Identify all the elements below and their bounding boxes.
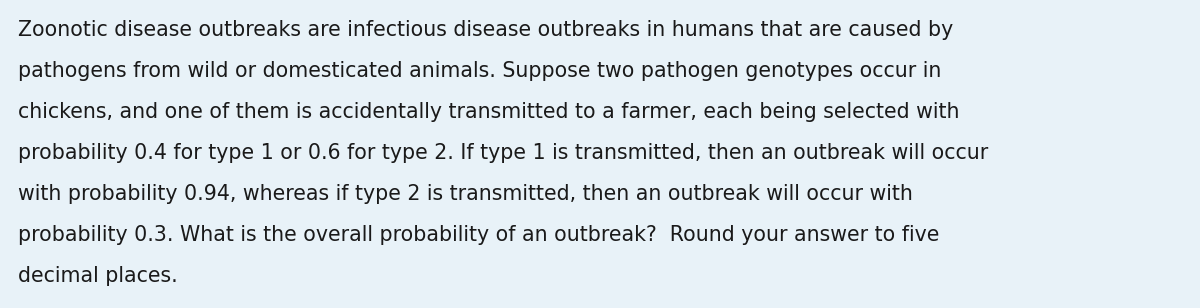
Text: with probability 0.94, whereas if type 2 is transmitted, then an outbreak will o: with probability 0.94, whereas if type 2… <box>18 184 913 204</box>
Text: probability 0.3. What is the overall probability of an outbreak?  Round your ans: probability 0.3. What is the overall pro… <box>18 225 940 245</box>
Text: Zoonotic disease outbreaks are infectious disease outbreaks in humans that are c: Zoonotic disease outbreaks are infectiou… <box>18 20 953 40</box>
Text: chickens, and one of them is accidentally transmitted to a farmer, each being se: chickens, and one of them is accidentall… <box>18 102 960 122</box>
Text: pathogens from wild or domesticated animals. Suppose two pathogen genotypes occu: pathogens from wild or domesticated anim… <box>18 61 941 81</box>
Text: decimal places.: decimal places. <box>18 266 178 286</box>
Text: probability 0.4 for type 1 or 0.6 for type 2. If type 1 is transmitted, then an : probability 0.4 for type 1 or 0.6 for ty… <box>18 143 989 163</box>
